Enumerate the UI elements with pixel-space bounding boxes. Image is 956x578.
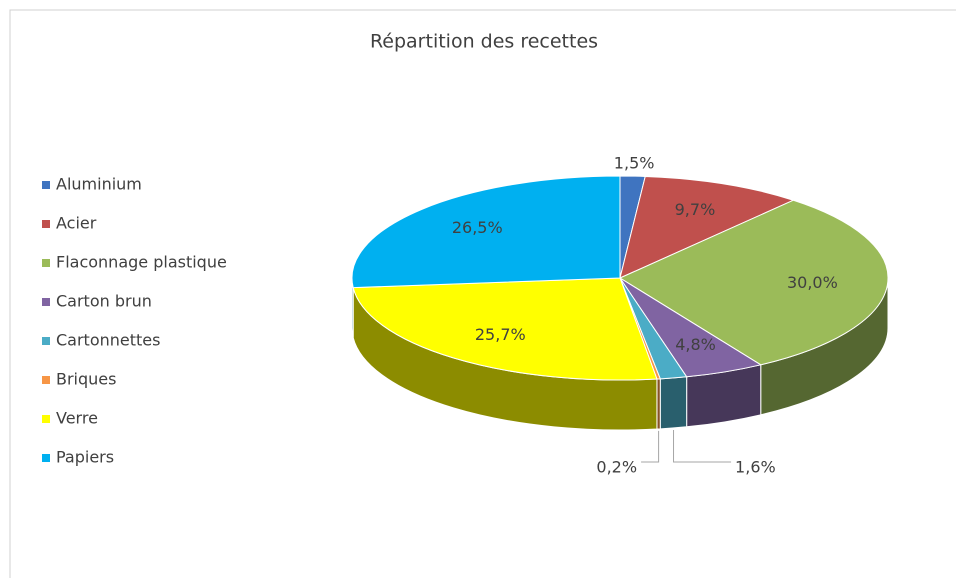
data-label: 1,6% xyxy=(735,458,776,477)
data-label: 30,0% xyxy=(787,273,838,292)
legend-swatch xyxy=(42,259,50,267)
pie-slice xyxy=(351,175,621,289)
legend-label: Briques xyxy=(56,370,116,389)
chart-title: Répartition des recettes xyxy=(370,31,598,53)
chart-border xyxy=(9,9,956,578)
data-label: 25,7% xyxy=(475,325,526,344)
legend-swatch xyxy=(42,454,50,462)
legend-label: Verre xyxy=(56,409,98,428)
legend-swatch xyxy=(42,298,50,306)
pie-side xyxy=(659,376,688,430)
legend-label: Carton brun xyxy=(56,292,152,311)
data-label: 26,5% xyxy=(452,218,503,237)
pie-slice xyxy=(619,175,795,279)
legend-swatch xyxy=(42,220,50,228)
data-label: 9,7% xyxy=(675,200,716,219)
leader-line xyxy=(641,430,660,463)
data-label: 0,2% xyxy=(596,458,637,477)
legend-swatch xyxy=(42,181,50,189)
pie-slice xyxy=(618,199,889,366)
legend-label: Acier xyxy=(56,214,97,233)
legend-label: Papiers xyxy=(56,448,114,467)
legend-swatch xyxy=(42,415,50,423)
legend-swatch xyxy=(42,376,50,384)
legend-swatch xyxy=(42,337,50,345)
pie-slice xyxy=(352,277,658,381)
data-label: 4,8% xyxy=(675,335,716,354)
legend-label: Flaconnage plastique xyxy=(56,253,227,272)
data-label: 1,5% xyxy=(614,153,655,172)
legend-label: Aluminium xyxy=(56,175,142,194)
legend-label: Cartonnettes xyxy=(56,331,160,350)
leader-line xyxy=(673,429,732,463)
